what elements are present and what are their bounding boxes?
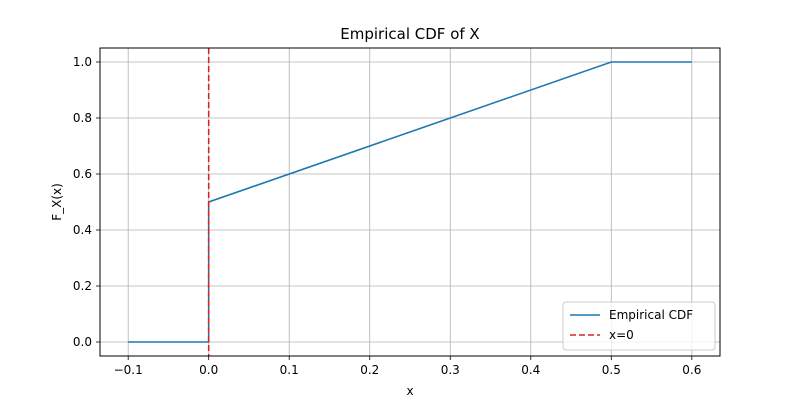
plot-frame: [99, 47, 721, 357]
x-tick-label: 0.2: [360, 363, 379, 377]
x-tick-label: −0.1: [114, 363, 143, 377]
chart-title: Empirical CDF of X: [340, 25, 479, 43]
y-tick-label: 1.0: [73, 55, 92, 69]
legend-label-empirical-cdf: Empirical CDF: [609, 308, 693, 322]
legend: Empirical CDF x=0: [562, 301, 716, 351]
legend-box: [562, 301, 716, 351]
y-tick-label: 0.6: [73, 167, 92, 181]
x-tick-label: 0.0: [199, 363, 218, 377]
legend-label-x0: x=0: [609, 328, 634, 342]
ticks: −0.1 0.0 0.1 0.2 0.3 0.4 0.5 0.6 0.0 0.2 0.4 0.6 0.8…: [73, 55, 701, 377]
y-tick-label: 0.2: [73, 279, 92, 293]
x-axis-label: x: [406, 384, 413, 398]
y-tick-label: 0.8: [73, 111, 92, 125]
x-tick-label: 0.4: [521, 363, 540, 377]
y-axis-label: F_X(x): [50, 183, 64, 221]
x-tick-label: 0.1: [280, 363, 299, 377]
x-tick-label: 0.3: [441, 363, 460, 377]
y-tick-label: 0.4: [73, 223, 92, 237]
x-tick-label: 0.6: [682, 363, 701, 377]
series-layer: [128, 48, 692, 356]
x-tick-label: 0.5: [602, 363, 621, 377]
y-tick-label: 0.0: [73, 335, 92, 349]
